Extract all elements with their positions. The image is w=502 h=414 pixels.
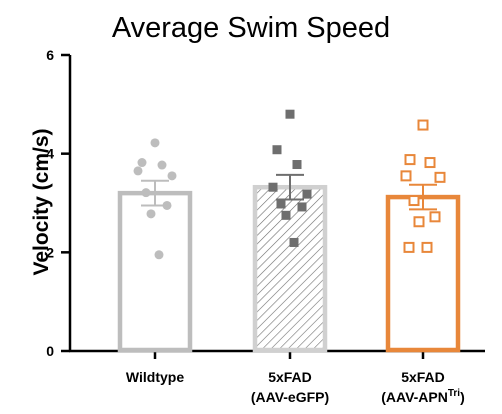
- data-point: [141, 188, 151, 198]
- x-tick-label: Wildtype: [126, 369, 184, 385]
- y-tick-label: 4: [46, 146, 54, 162]
- y-tick-label: 2: [46, 244, 54, 260]
- data-point: [429, 211, 441, 223]
- data-point: [413, 216, 425, 228]
- data-point: [302, 189, 312, 199]
- y-tick-label: 6: [46, 47, 54, 63]
- y-axis-label: Velocity (cm/s): [30, 128, 53, 275]
- data-point: [272, 145, 282, 155]
- data-point: [421, 241, 433, 253]
- data-point: [276, 199, 286, 209]
- x-tick-label-line2: (AAV-eGFP): [251, 389, 329, 405]
- x-tick-label: 5xFAD: [401, 369, 445, 385]
- x-tick-label-line2: (AAV-APNTri): [381, 388, 465, 405]
- chart-title: Average Swim Speed: [112, 12, 390, 44]
- data-point: [167, 171, 177, 181]
- data-point: [157, 160, 167, 170]
- data-point: [424, 157, 436, 169]
- data-point: [403, 241, 415, 253]
- plot-area: 0 2 4 6 Wildtype 5xFAD (AAV-eGFP) 5xFAD (AAV-APN…: [46, 47, 485, 405]
- data-point: [404, 154, 416, 166]
- data-point: [292, 160, 302, 170]
- data-point: [408, 195, 420, 207]
- data-point: [154, 250, 164, 260]
- data-point: [417, 119, 429, 131]
- data-point: [400, 170, 412, 182]
- data-point: [162, 200, 172, 210]
- data-point: [434, 171, 446, 183]
- data-point: [133, 166, 143, 176]
- data-point: [146, 209, 156, 219]
- data-point: [285, 109, 295, 119]
- x-tick-label: 5xFAD: [268, 369, 312, 385]
- data-point: [268, 182, 278, 192]
- data-point: [289, 237, 299, 247]
- data-point: [281, 210, 291, 220]
- y-tick-label: 0: [46, 343, 54, 359]
- bar: [117, 190, 193, 353]
- data-point: [150, 138, 160, 148]
- data-point: [297, 202, 307, 212]
- data-point: [137, 158, 147, 168]
